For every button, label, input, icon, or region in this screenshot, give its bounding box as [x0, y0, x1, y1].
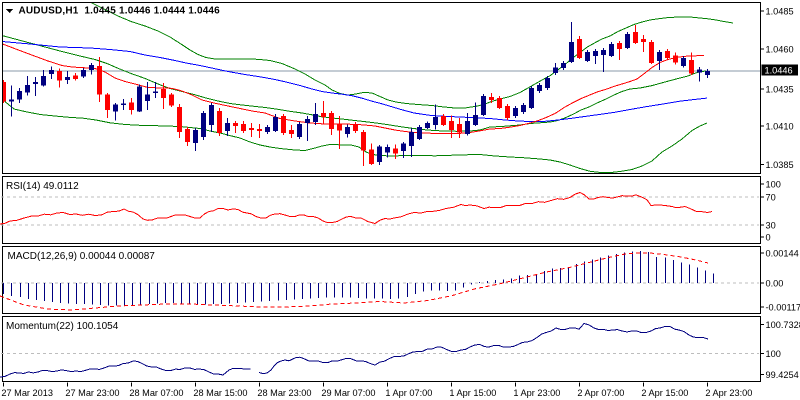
svg-text:99.4254: 99.4254 [766, 370, 799, 380]
svg-text:1.0435: 1.0435 [766, 85, 794, 95]
svg-text:100: 100 [766, 349, 781, 359]
svg-text:30: 30 [766, 221, 776, 231]
svg-text:28 Mar 07:00: 28 Mar 07:00 [129, 388, 183, 398]
svg-text:Momentum(22) 100.1054: Momentum(22) 100.1054 [6, 321, 119, 332]
svg-text:1.0485: 1.0485 [766, 7, 794, 17]
svg-text:27 Mar 23:00: 27 Mar 23:00 [65, 388, 119, 398]
svg-text:0.00: 0.00 [766, 279, 784, 289]
svg-text:0.00144: 0.00144 [766, 249, 799, 259]
svg-text:1 Apr 07:00: 1 Apr 07:00 [385, 388, 432, 398]
svg-text:100: 100 [766, 180, 781, 190]
svg-text:1 Apr 23:00: 1 Apr 23:00 [513, 388, 560, 398]
svg-text:2 Apr 23:00: 2 Apr 23:00 [705, 388, 752, 398]
svg-text:1.0446: 1.0446 [765, 65, 793, 75]
svg-text:100.7328: 100.7328 [766, 320, 800, 330]
svg-text:1 Apr 15:00: 1 Apr 15:00 [449, 388, 496, 398]
svg-text:0: 0 [766, 233, 771, 243]
svg-text:1.0385: 1.0385 [766, 160, 794, 170]
svg-text:1.0460: 1.0460 [766, 45, 794, 55]
svg-text:2 Apr 15:00: 2 Apr 15:00 [641, 388, 688, 398]
svg-text:AUDUSD,H1 1.0445 1.0446 1.044: AUDUSD,H1 1.0445 1.0446 1.0444 1.0446 [19, 6, 221, 17]
svg-text:27 Mar 2013: 27 Mar 2013 [1, 388, 53, 398]
svg-text:2 Apr 07:00: 2 Apr 07:00 [577, 388, 624, 398]
svg-text:70: 70 [766, 193, 776, 203]
svg-text:-0.00117: -0.00117 [766, 303, 800, 313]
svg-text:29 Mar 07:00: 29 Mar 07:00 [321, 388, 375, 398]
svg-text:RSI(14) 49.0112: RSI(14) 49.0112 [6, 181, 79, 192]
svg-text:28 Mar 15:00: 28 Mar 15:00 [193, 388, 247, 398]
svg-text:MACD(12,26,9) 0.00044 0.00087: MACD(12,26,9) 0.00044 0.00087 [8, 251, 156, 262]
svg-text:1.0410: 1.0410 [766, 122, 794, 132]
svg-text:28 Mar 23:00: 28 Mar 23:00 [257, 388, 311, 398]
